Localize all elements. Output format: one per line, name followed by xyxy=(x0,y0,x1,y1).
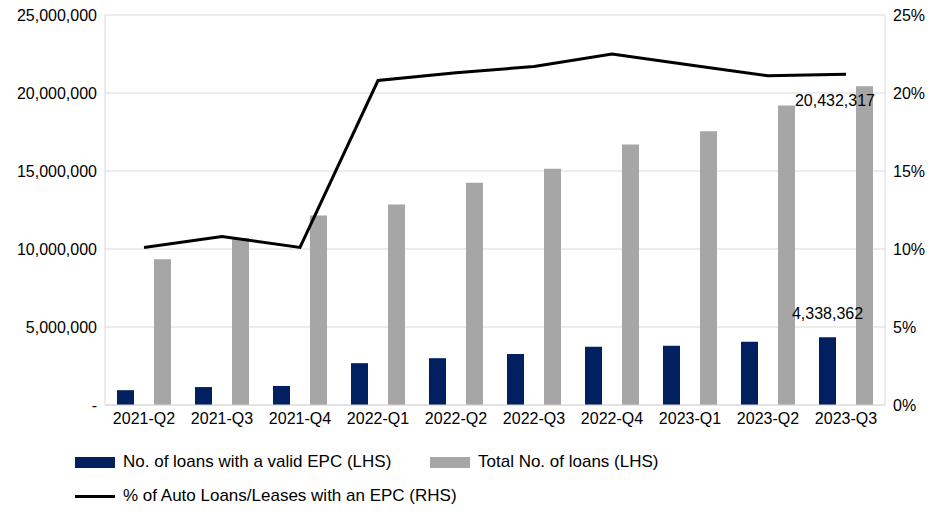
svg-text:5%: 5% xyxy=(893,319,916,336)
svg-text:20,432,317: 20,432,317 xyxy=(795,92,875,109)
svg-text:20,000,000: 20,000,000 xyxy=(17,85,97,102)
svg-text:-: - xyxy=(92,397,97,414)
svg-text:5,000,000: 5,000,000 xyxy=(26,319,97,336)
svg-text:2022-Q1: 2022-Q1 xyxy=(347,410,409,427)
svg-text:2022-Q3: 2022-Q3 xyxy=(503,410,565,427)
svg-text:2023-Q3: 2023-Q3 xyxy=(815,410,877,427)
svg-text:2021-Q2: 2021-Q2 xyxy=(113,410,175,427)
html-text:Total No. of loans (LHS): Total No. of loans (LHS) xyxy=(478,452,659,471)
svg-text:2021-Q3: 2021-Q3 xyxy=(191,410,253,427)
svg-text:2022-Q2: 2022-Q2 xyxy=(425,410,487,427)
svg-text:15,000,000: 15,000,000 xyxy=(17,163,97,180)
html-text:No. of loans with a valid EPC: No. of loans with a valid EPC (LHS) xyxy=(123,452,392,471)
svg-text:15%: 15% xyxy=(893,163,925,180)
svg-text:25%: 25% xyxy=(893,7,925,24)
svg-text:2023-Q2: 2023-Q2 xyxy=(737,410,799,427)
svg-text:25,000,000: 25,000,000 xyxy=(17,7,97,24)
svg-text:20%: 20% xyxy=(893,85,925,102)
svg-text:2023-Q1: 2023-Q1 xyxy=(659,410,721,427)
svg-text:10%: 10% xyxy=(893,241,925,258)
html-text:% of Auto Loans/Leases with an: % of Auto Loans/Leases with an EPC (RHS) xyxy=(123,486,457,505)
svg-text:2021-Q4: 2021-Q4 xyxy=(269,410,331,427)
svg-text:10,000,000: 10,000,000 xyxy=(17,241,97,258)
svg-text:4,338,362: 4,338,362 xyxy=(792,305,863,322)
svg-text:0%: 0% xyxy=(893,397,916,414)
svg-text:2022-Q4: 2022-Q4 xyxy=(581,410,643,427)
